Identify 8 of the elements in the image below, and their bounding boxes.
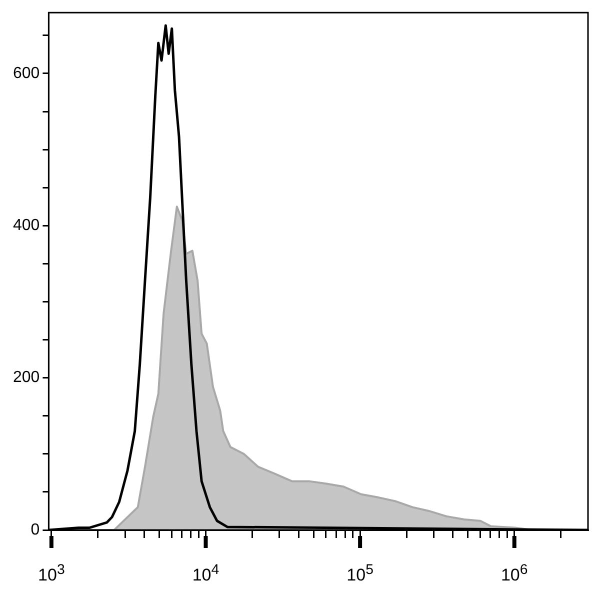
x-tick-label: 10$^{4}$ [191, 561, 220, 587]
y-tick-label: 400 [12, 217, 40, 234]
x-tick-label: 10$^{6}$ [500, 561, 529, 587]
x-tick-label: 10$^{5}$ [346, 561, 374, 587]
y-tick-label: 600 [12, 64, 40, 82]
y-tick-label: 0 [30, 521, 40, 538]
x-tick-label: 10$^{3}$ [37, 561, 66, 587]
y-tick-label: 200 [12, 369, 40, 386]
